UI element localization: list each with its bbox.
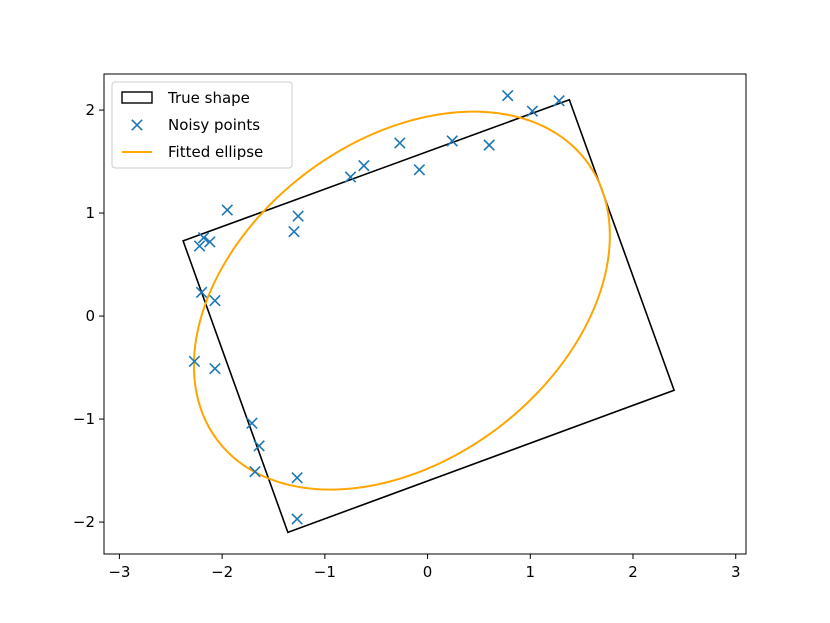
x-tick-label: 2 <box>628 563 638 581</box>
noisy-point-stroke <box>526 105 539 117</box>
noisy-point-17 <box>188 355 201 368</box>
noisy-point-stroke <box>193 240 206 252</box>
noisy-point-10 <box>292 210 304 222</box>
legend: True shape Noisy points Fitted ellipse <box>111 81 293 169</box>
noisy-point-stroke <box>358 159 370 172</box>
noisy-point-stroke <box>188 355 201 368</box>
noisy-point-stroke <box>291 513 303 525</box>
noisy-point-stroke <box>501 89 514 102</box>
noisy-point-11 <box>288 225 300 238</box>
noisy-point-stroke <box>209 294 221 307</box>
legend-true-shape-label: True shape <box>167 89 250 107</box>
x-tick-label: −3 <box>108 563 130 581</box>
axes-frame <box>103 73 747 555</box>
legend-fitted-ellipse-label: Fitted ellipse <box>168 143 263 161</box>
noisy-point-13 <box>193 240 206 252</box>
noisy-point-18 <box>209 362 221 375</box>
noisy-point-16 <box>209 294 221 307</box>
fitted-ellipse <box>192 110 611 491</box>
noisy-point-stroke <box>553 95 565 107</box>
noisy-point-stroke <box>288 225 300 238</box>
noisy-point-3 <box>394 137 406 149</box>
noisy-point-9 <box>221 204 234 216</box>
x-tick-label: −2 <box>211 563 233 581</box>
noisy-point-stroke <box>246 417 258 429</box>
noisy-point-stroke <box>344 171 357 183</box>
plot-content <box>182 89 676 534</box>
legend-true-shape-swatch <box>121 91 153 104</box>
noisy-point-stroke <box>291 472 303 484</box>
legend-noisy-points-label: Noisy points <box>168 116 260 134</box>
noisy-point-stroke <box>394 137 406 149</box>
noisy-point-1 <box>526 105 539 117</box>
noisy-point-7 <box>344 171 357 183</box>
legend-box <box>111 81 293 169</box>
noisy-point-21 <box>249 465 261 478</box>
noisy-point-2 <box>553 95 565 107</box>
noisy-point-stroke <box>446 135 458 147</box>
y-tick-label: −2 <box>73 513 95 531</box>
noisy-point-22 <box>291 472 303 484</box>
noisy-point-stroke <box>221 204 234 216</box>
noisy-point-stroke <box>253 440 265 452</box>
noisy-point-stroke <box>209 362 221 375</box>
noisy-point-14 <box>204 236 216 248</box>
noisy-point-stroke <box>483 139 495 151</box>
noisy-point-6 <box>358 159 370 172</box>
noisy-point-stroke <box>197 232 210 244</box>
noisy-point-stroke <box>195 286 208 299</box>
y-tick-label: 1 <box>85 204 95 222</box>
noisy-point-12 <box>197 232 210 244</box>
axes: −3 −2 −1 0 1 2 3 −2 −1 0 1 2 <box>73 73 747 581</box>
plot-area <box>182 89 676 534</box>
noisy-point-4 <box>446 135 458 147</box>
noisy-point-stroke <box>204 236 216 248</box>
x-tick-label: 0 <box>423 563 433 581</box>
x-tick-label: 1 <box>526 563 536 581</box>
noisy-point-stroke <box>292 210 304 222</box>
noisy-point-19 <box>246 417 258 429</box>
noisy-point-23 <box>291 513 303 525</box>
y-tick-label: 2 <box>85 101 95 119</box>
legend-noisy-points-swatch <box>131 119 143 131</box>
noisy-point-8 <box>413 164 426 176</box>
x-tick-label: 3 <box>731 563 741 581</box>
noisy-point-stroke <box>413 164 426 176</box>
noisy-point-5 <box>483 139 495 151</box>
x-tick-label: −1 <box>314 563 336 581</box>
noisy-point-0 <box>501 89 514 102</box>
y-tick-label: 0 <box>85 307 95 325</box>
noisy-point-15 <box>195 286 208 299</box>
noisy-point-stroke <box>249 465 261 478</box>
noisy-point-20 <box>253 440 265 452</box>
y-tick-label: −1 <box>73 410 95 428</box>
true-shape-polygon <box>182 98 676 534</box>
